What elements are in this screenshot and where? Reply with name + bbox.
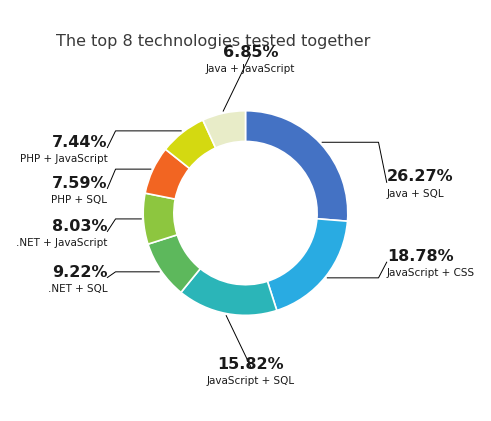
Text: JavaScript + CSS: JavaScript + CSS bbox=[387, 268, 475, 278]
Wedge shape bbox=[145, 149, 190, 199]
Text: Java + JavaScript: Java + JavaScript bbox=[206, 64, 295, 74]
Wedge shape bbox=[268, 219, 348, 310]
Wedge shape bbox=[165, 120, 216, 168]
Wedge shape bbox=[143, 193, 177, 244]
Text: 26.27%: 26.27% bbox=[387, 169, 453, 184]
Text: 7.59%: 7.59% bbox=[52, 176, 108, 191]
Wedge shape bbox=[181, 269, 277, 315]
Text: 15.82%: 15.82% bbox=[218, 357, 284, 372]
Text: PHP + SQL: PHP + SQL bbox=[52, 195, 108, 205]
Text: Java + SQL: Java + SQL bbox=[387, 189, 444, 198]
Wedge shape bbox=[148, 235, 200, 293]
Text: The top 8 technologies tested together: The top 8 technologies tested together bbox=[56, 34, 371, 49]
Text: 7.44%: 7.44% bbox=[52, 135, 108, 149]
Text: 8.03%: 8.03% bbox=[52, 218, 108, 234]
Text: JavaScript + SQL: JavaScript + SQL bbox=[207, 376, 295, 386]
Text: 9.22%: 9.22% bbox=[52, 264, 108, 280]
Text: 6.85%: 6.85% bbox=[223, 45, 278, 60]
Wedge shape bbox=[246, 111, 348, 221]
Text: .NET + SQL: .NET + SQL bbox=[48, 284, 108, 294]
Wedge shape bbox=[203, 111, 246, 148]
Text: PHP + JavaScript: PHP + JavaScript bbox=[20, 154, 108, 164]
Text: 18.78%: 18.78% bbox=[387, 249, 453, 264]
Text: .NET + JavaScript: .NET + JavaScript bbox=[16, 237, 108, 248]
